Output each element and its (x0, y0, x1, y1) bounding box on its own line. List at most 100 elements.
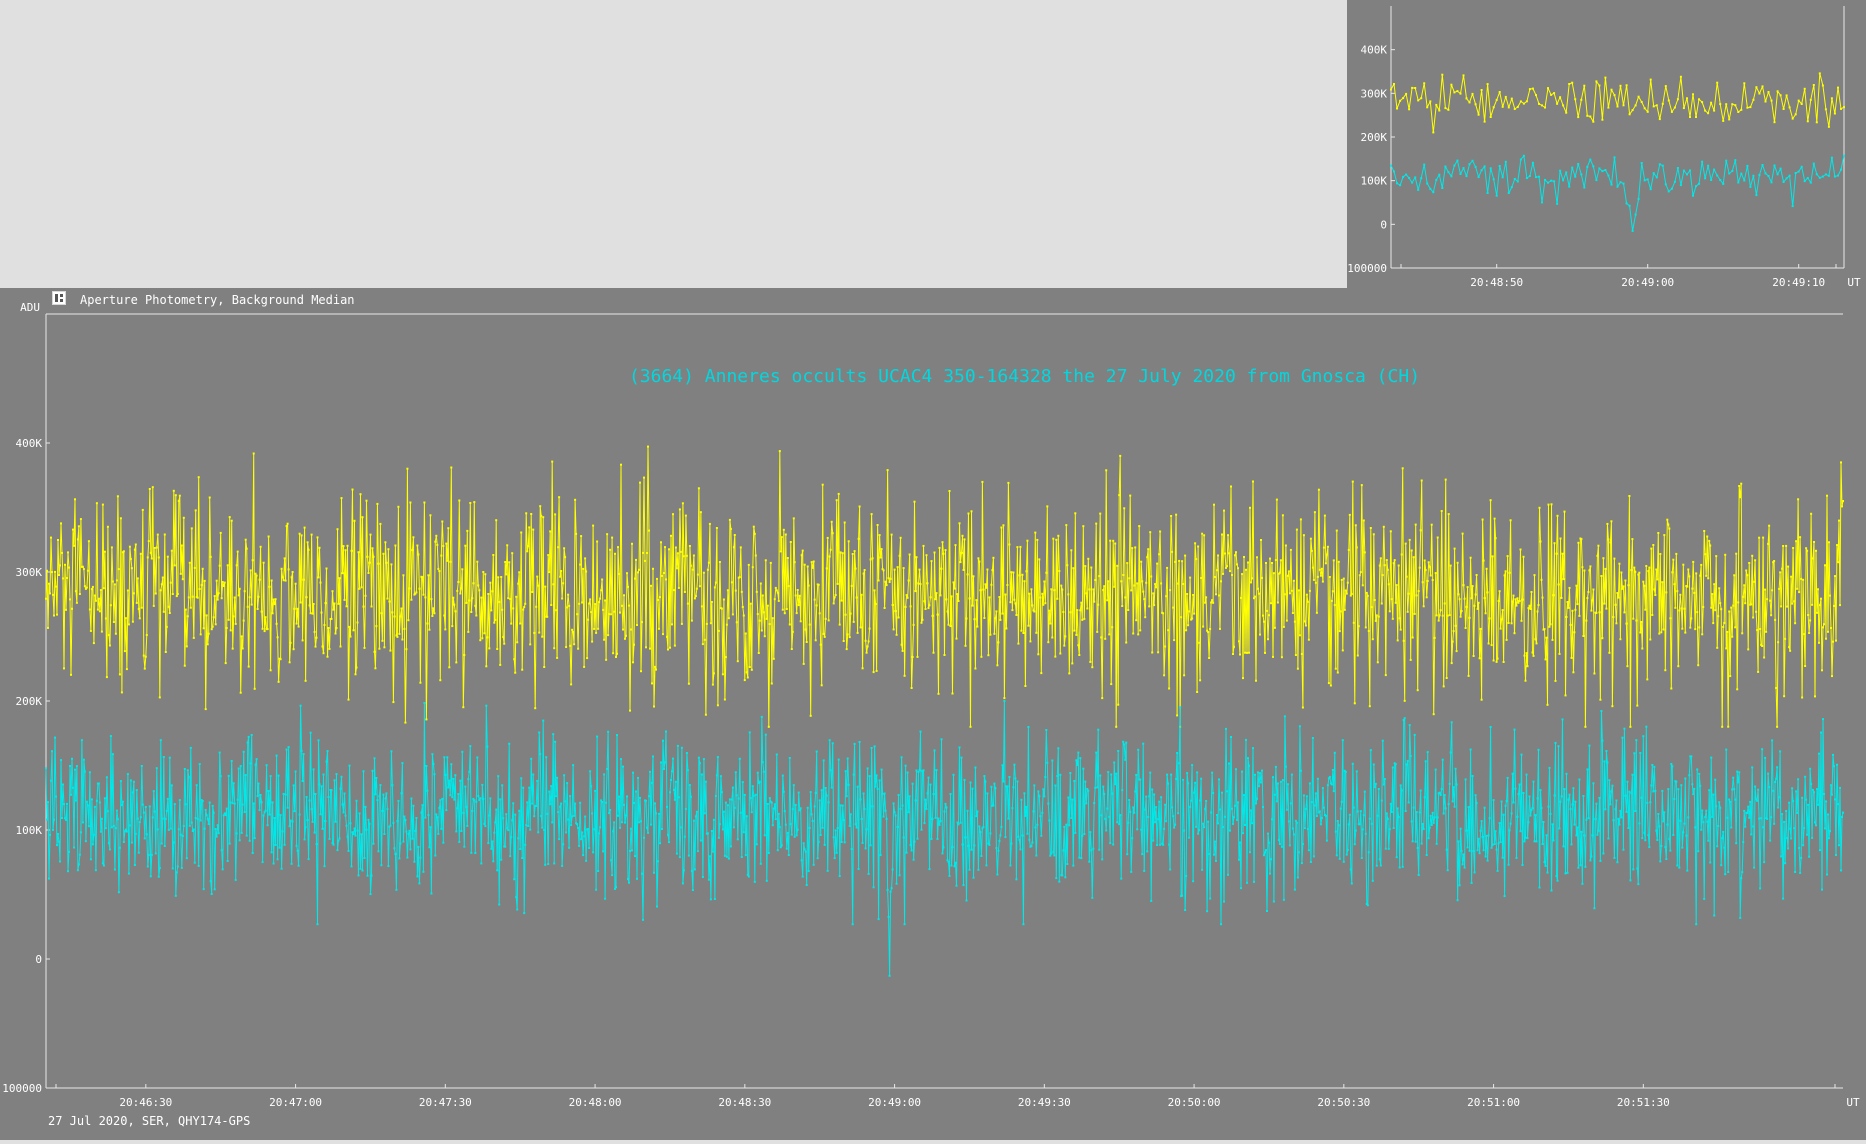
data-point (1419, 529, 1422, 532)
data-point (1152, 592, 1155, 595)
data-point (115, 809, 118, 812)
data-point (1386, 817, 1389, 820)
data-point (946, 859, 949, 862)
data-point (1784, 637, 1787, 640)
data-point (204, 708, 207, 711)
data-point (1105, 469, 1108, 472)
data-point (1215, 593, 1217, 596)
data-point (405, 648, 408, 651)
data-point (1332, 559, 1335, 562)
data-point (1652, 172, 1655, 175)
data-point (1337, 824, 1340, 827)
data-point (1805, 798, 1808, 801)
data-point (1112, 539, 1115, 542)
data-point (556, 776, 559, 779)
data-point (281, 576, 284, 579)
data-point (257, 782, 260, 785)
data-point (1557, 583, 1560, 586)
data-point (1613, 856, 1616, 859)
data-point (1633, 566, 1636, 569)
data-point (806, 565, 809, 568)
data-point (1449, 564, 1452, 567)
data-point (1197, 545, 1200, 548)
data-point (1840, 168, 1842, 171)
data-point (84, 587, 87, 590)
data-point (390, 563, 393, 566)
data-point (1088, 860, 1091, 863)
data-point (1789, 827, 1792, 830)
data-point (316, 536, 319, 539)
data-point (728, 798, 731, 801)
light-curve-panel[interactable]: 400K 300K 200K 100K 0 100000 20:46:30 20:47:00 2… (0, 288, 1866, 1140)
data-point (1561, 552, 1564, 555)
data-point (1019, 545, 1022, 548)
data-point (890, 533, 893, 536)
data-point (1500, 800, 1503, 803)
data-point (1315, 611, 1318, 614)
data-point (418, 882, 421, 885)
data-point (924, 608, 927, 610)
data-point (67, 551, 69, 554)
data-point (168, 756, 171, 759)
data-point (862, 792, 865, 795)
data-point (1078, 856, 1081, 859)
data-point (755, 590, 758, 593)
data-point (1528, 88, 1531, 91)
data-point (1759, 628, 1762, 630)
data-point (688, 545, 691, 547)
data-point (584, 557, 587, 560)
camera-app-icon[interactable] (52, 291, 66, 305)
data-point (964, 644, 967, 647)
data-point (1345, 853, 1348, 856)
data-point (719, 775, 722, 778)
data-point (1631, 773, 1634, 776)
data-point (128, 545, 131, 548)
data-point (1233, 816, 1235, 819)
data-point (1415, 811, 1418, 814)
data-point (1715, 805, 1718, 808)
data-point (1103, 585, 1106, 588)
data-point (1453, 547, 1456, 550)
data-point (360, 833, 363, 836)
data-point (1518, 600, 1521, 602)
data-point (1255, 679, 1257, 682)
data-point (1491, 555, 1494, 558)
data-point (1541, 596, 1544, 599)
data-point (890, 887, 893, 890)
data-point (1426, 751, 1429, 754)
data-point (1495, 848, 1498, 851)
data-point (382, 552, 385, 555)
data-point (234, 622, 237, 625)
data-point (191, 830, 194, 832)
data-point (1760, 643, 1763, 646)
data-point (1135, 619, 1138, 622)
data-point (112, 824, 115, 827)
data-point (1682, 107, 1685, 110)
data-point (945, 806, 948, 809)
data-point (84, 840, 87, 843)
data-point (1264, 851, 1266, 854)
data-point (657, 860, 659, 863)
data-point (132, 592, 135, 595)
data-point (1524, 836, 1527, 839)
data-point (1747, 805, 1750, 808)
zoom-inset-panel[interactable]: 400K 300K 200K 100K 0 100000 20:48:50 20:49:00 2… (1347, 0, 1866, 289)
data-point (1728, 118, 1731, 121)
data-point (1255, 802, 1257, 805)
data-point (1527, 607, 1530, 610)
data-point (1565, 616, 1568, 618)
data-point (1132, 806, 1135, 809)
data-point (897, 616, 900, 619)
data-point (1512, 594, 1515, 597)
data-point (1226, 790, 1228, 793)
data-point (1450, 721, 1453, 724)
data-point (782, 790, 785, 793)
data-point (244, 774, 247, 777)
data-point (1529, 814, 1532, 817)
data-point (1585, 818, 1588, 821)
data-point (58, 840, 60, 843)
data-point (1007, 817, 1010, 820)
data-point (1568, 185, 1571, 188)
